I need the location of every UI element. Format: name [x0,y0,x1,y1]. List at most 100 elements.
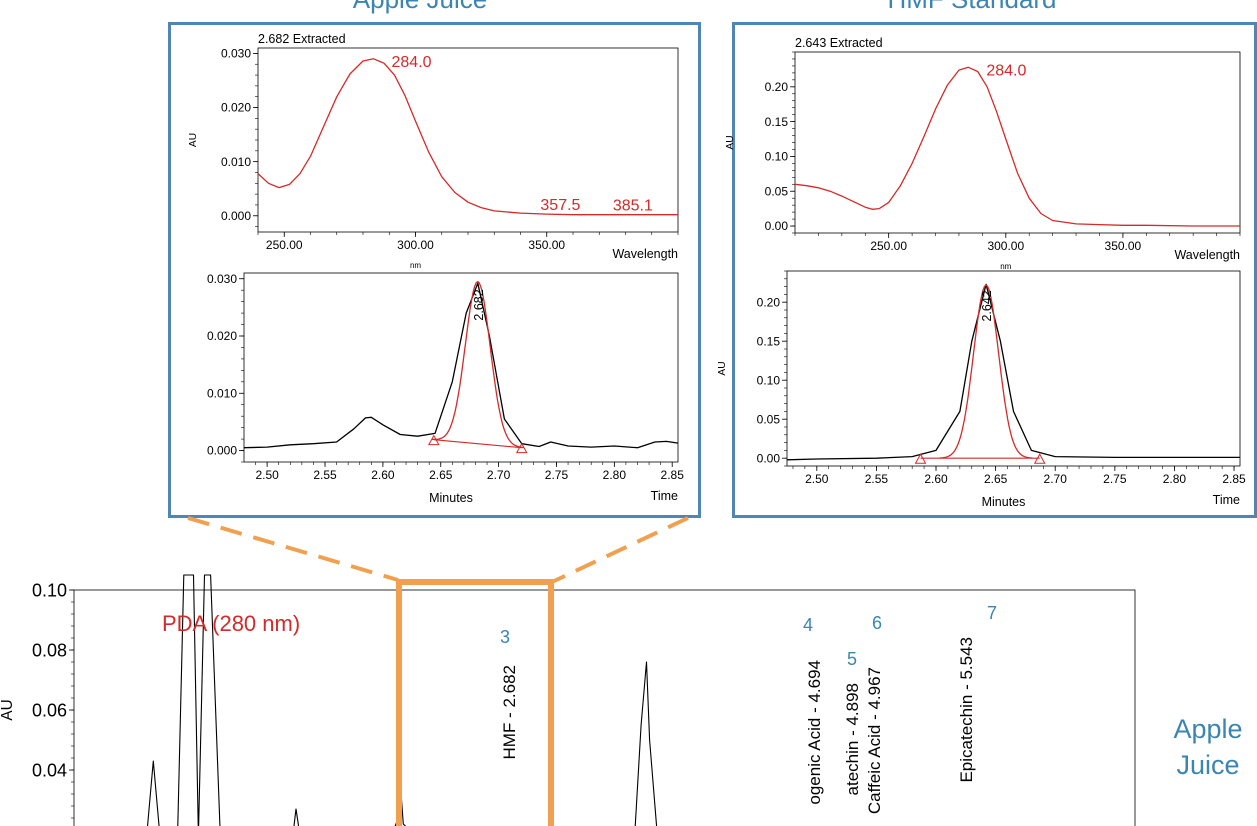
y-tick-label: 0.20 [757,295,781,309]
hmf-chromatogram-plot: 0.00 0.05 0.10 0.15 0.20 2.50 2.55 2.60 2.65 2.70… [717,270,1246,509]
y-tick-label: 0.00 [757,451,781,465]
x-tick-label: 2.60 [924,472,948,486]
x-tick-label: 250.00 [870,239,907,253]
peak-label-5: atechin - 4.898 [843,683,862,795]
aj-chromatogram-xlabel-right: Time [651,489,678,503]
hmf-spectrum-title: 2.643 Extracted [795,36,883,50]
x-tick-label: 2.55 [313,468,337,482]
hmf-chromatogram-peak-label: 2.642 [980,290,994,321]
peak-label-4: ogenic Acid - 4.694 [805,660,824,805]
y-tick-label: 0.10 [32,580,67,600]
hmf-chromatogram-xlabel: Minutes [982,495,1026,509]
hmf-spectrum-plot: 0.00 0.05 0.10 0.15 0.20 250.00 300.00 350.00 AU… [725,36,1241,271]
hmf-spectrum-ylabel: AU [725,135,736,149]
x-tick-label: 2.65 [429,468,453,482]
x-tick-label: 300.00 [397,238,434,252]
aj-spectrum-plot: 0.000 0.010 0.020 0.030 250.00 300.00 350.00 AU… [188,32,679,270]
x-tick-label: 2.60 [371,468,395,482]
x-tick-label: 350.00 [1105,239,1142,253]
y-tick-label: 0.00 [765,219,789,233]
aj-chromatogram-baseline [433,439,522,449]
y-tick-label: 0.20 [765,80,789,94]
y-tick-label: 0.020 [207,329,237,343]
aj-spectrum-annotation: 385.1 [613,198,653,215]
zoom-connector-left [187,516,399,582]
hmf-spectrum-series-0 [794,66,1240,227]
hmf-chromatogram-baseline-marker [1033,453,1046,464]
hmf-chromatogram-ylabel: AU [717,361,728,375]
y-tick-label: 0.05 [765,184,789,198]
aj-spectrum-series-0 [257,58,678,216]
left-panel-title: Apple Juice [353,0,487,14]
aj-chromatogram-plot: 0.000 0.010 0.020 0.030 2.50 2.55 2.60 2.65 2.70… [207,272,684,505]
y-tick-label: 0.08 [32,640,67,660]
y-tick-label: 0.000 [207,444,237,458]
right-panel-title: HMF Standard [887,0,1056,14]
peak-number-4: 4 [803,615,813,635]
hmf-chromatogram-fit-peak [939,284,1033,459]
y-tick-label: 0.06 [32,700,67,720]
x-tick-label: 2.75 [1103,472,1127,486]
x-tick-label: 300.00 [987,239,1024,253]
pda-chromatogram-title: PDA (280 nm) [162,611,300,636]
x-tick-label: 2.75 [545,468,569,482]
y-tick-label: 0.020 [221,101,251,115]
x-tick-label: 2.85 [661,468,685,482]
aj-spectrum-xunit: nm [410,261,421,270]
aj-chromatogram-xlabel: Minutes [429,491,473,505]
x-tick-label: 250.00 [266,238,303,252]
hmf-spectrum-xunit: nm [1000,262,1011,271]
hmf-chromatogram-series-0 [786,283,1240,461]
y-tick-label: 0.04 [32,760,67,780]
side-label-juice: Juice [1176,750,1239,780]
pda-chromatogram-ylabel: AU [0,699,16,720]
aj-spectrum-xlabel: Wavelength [612,247,678,261]
y-tick-label: 0.000 [221,209,251,223]
y-tick-label: 0.030 [221,47,251,61]
aj-spectrum-ylabel: AU [188,133,199,147]
peak-label-7: Epicatechin - 5.543 [957,637,976,783]
zoom-connector-right [551,516,689,584]
aj-chromatogram-baseline-marker [515,442,528,454]
y-tick-label: 0.15 [757,334,781,348]
hmf-standard-inset-frame [732,22,1257,518]
peak-number-5: 5 [847,649,857,669]
hmf-spectrum-annotation: 284.0 [986,62,1026,79]
side-label-apple: Apple [1173,714,1242,744]
hmf-chromatogram-frame [786,270,1241,467]
hmf-spectrum-xlabel: Wavelength [1174,248,1240,262]
aj-chromatogram-baseline-marker [427,434,440,446]
y-tick-label: 0.010 [207,386,237,400]
pda-chromatogram-plot: 0.04 0.06 0.08 0.10 AU PDA (280 nm) 3 HMF - 2.6… [0,574,1136,826]
y-tick-label: 0.15 [765,115,789,129]
y-tick-label: 0.030 [207,272,237,286]
aj-spectrum-annotation: 357.5 [540,197,580,214]
apple-juice-inset-frame [168,22,701,518]
x-tick-label: 2.80 [1163,472,1187,486]
y-tick-label: 0.10 [757,373,781,387]
x-tick-label: 2.80 [603,468,627,482]
peak-label-6: Caffeic Acid - 4.967 [865,667,884,814]
aj-spectrum-title: 2.682 Extracted [258,32,346,46]
peak-label-3: HMF - 2.682 [500,665,519,759]
hmf-chromatogram-xlabel-right: Time [1213,493,1240,507]
hmf-region-highlight [396,579,554,826]
peak-number-7: 7 [987,603,997,623]
x-tick-label: 2.65 [984,472,1008,486]
pda-chromatogram-series-0 [147,574,658,826]
x-tick-label: 350.00 [528,238,565,252]
x-tick-label: 2.70 [487,468,511,482]
aj-chromatogram-frame [243,272,679,463]
peak-number-3: 3 [500,627,510,647]
aj-chromatogram-fit-peak [431,280,524,449]
x-tick-label: 2.50 [255,468,279,482]
peak-number-6: 6 [872,613,882,633]
y-tick-label: 0.010 [221,155,251,169]
y-tick-label: 0.10 [765,150,789,164]
y-tick-label: 0.05 [757,412,781,426]
x-tick-label: 2.55 [865,472,889,486]
x-tick-label: 2.85 [1222,472,1246,486]
aj-chromatogram-series-0 [243,282,679,449]
hmf-chromatogram-baseline-marker [914,453,927,464]
